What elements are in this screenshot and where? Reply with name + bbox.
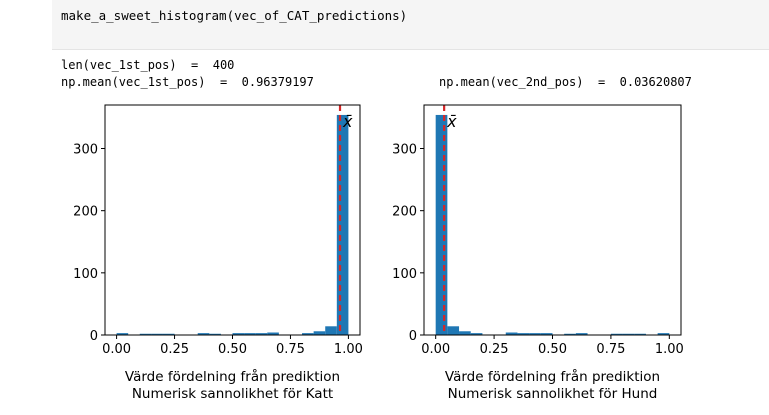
y-tick-label: 300 [73,143,98,158]
histogram-bar [505,332,518,335]
x-tick-label: 0.00 [102,342,131,357]
histogram-bar [610,333,623,335]
histogram-bar [209,333,221,335]
x-tick-label: 0.00 [421,342,450,357]
histogram-bar [529,333,541,335]
histogram-bar [435,114,448,335]
output-len-line: len(vec_1st_pos) = 400 [61,58,235,72]
x-tick-label: 0.50 [538,342,567,357]
histogram-bar [564,333,576,335]
histogram-bar [151,333,163,335]
x-tick-label: 0.75 [276,342,305,357]
histogram-bar [267,332,279,335]
histogram-bar [255,333,268,335]
subplot-1: x̄ 0.00 0.25 0.50 0.75 1.00 0 100 200 300 Värde fö… [73,104,363,402]
output-mean1-line: np.mean(vec_1st_pos) = 0.96379197 [61,75,314,89]
histogram-bar [313,331,326,335]
histogram-bar [116,333,129,335]
y-tick-label: 200 [392,205,417,220]
axes-frame [104,104,361,336]
histogram-bar [657,333,670,335]
histogram-bar [634,333,646,335]
histogram-bar [162,333,175,335]
x-axis-sublabel: Numerisk sannolikhet för Katt [132,386,333,402]
histogram-bar [517,333,530,335]
mean-label: x̄ [342,112,353,131]
x-tick-label: 0.25 [160,342,189,357]
subplot-2: x̄ 0.00 0.25 0.50 0.75 1.00 0 100 200 300 Värde fö… [392,104,684,402]
histogram-bar [244,333,256,335]
y-tick-label: 0 [90,329,98,344]
code-line[interactable]: make_a_sweet_histogram(vec_of_CAT_predic… [61,8,408,23]
histogram-bar [540,333,553,335]
x-tick-label: 0.50 [218,342,247,357]
histogram-bar [325,326,337,335]
histogram-bar [622,333,635,335]
y-tick-label: 300 [392,143,417,158]
output-mean2-line: np.mean(vec_2nd_pos) = 0.03620807 [439,75,692,89]
x-tick-label: 1.00 [334,342,363,357]
x-axis-label: Värde fördelning från prediktion [445,368,660,385]
y-tick-label: 0 [409,329,417,344]
histogram-bar [336,114,349,335]
y-tick-label: 100 [73,267,98,282]
histogram-bar [197,333,210,335]
x-tick-label: 0.25 [480,342,509,357]
x-tick-label: 1.00 [655,342,684,357]
x-tick-label: 0.75 [596,342,625,357]
code-cell[interactable]: make_a_sweet_histogram(vec_of_CAT_predic… [52,0,769,50]
y-tick-label: 100 [392,267,417,282]
histogram-bar [575,333,588,335]
y-tick-label: 200 [73,205,98,220]
histogram-bar [232,333,245,335]
x-axis-sublabel: Numerisk sannolikhet för Hund [448,386,658,402]
axes-frame [423,104,682,336]
histogram-bar [302,333,314,335]
mean-label: x̄ [446,112,457,131]
histogram-bar [447,326,460,335]
x-axis-label: Värde fördelning från prediktion [125,368,340,385]
histogram-bar [470,333,483,335]
histogram-bar [139,333,152,335]
histogram-bar [459,331,471,335]
